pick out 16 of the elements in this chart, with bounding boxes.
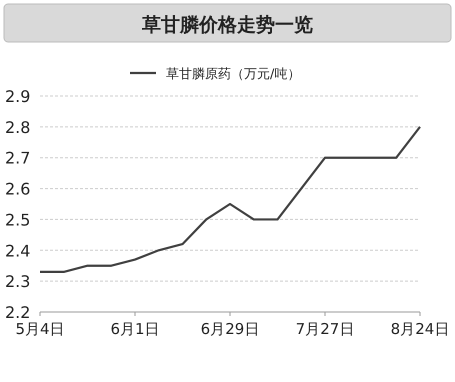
y-tick-label: 2.8	[5, 118, 30, 137]
legend-label: 草甘膦原药（万元/吨）	[166, 67, 300, 82]
chart-title: 草甘膦价格走势一览	[141, 14, 313, 36]
y-tick-label: 2.3	[5, 272, 30, 292]
y-tick-label: 2.7	[5, 148, 30, 168]
y-tick-label: 2.4	[5, 241, 30, 260]
y-tick-label: 2.5	[5, 210, 30, 230]
y-tick-label: 2.9	[5, 87, 30, 106]
y-tick-label: 2.2	[5, 303, 30, 322]
x-tick-label: 6月1日	[110, 320, 160, 338]
x-tick-label: 6月29日	[200, 320, 260, 338]
legend: 草甘膦原药（万元/吨）	[130, 67, 300, 82]
x-tick-label: 8月24日	[390, 320, 450, 338]
x-tick-label: 7月27日	[296, 320, 354, 338]
x-tick-label: 5月4日	[15, 320, 65, 338]
y-tick-label: 2.6	[5, 180, 30, 199]
